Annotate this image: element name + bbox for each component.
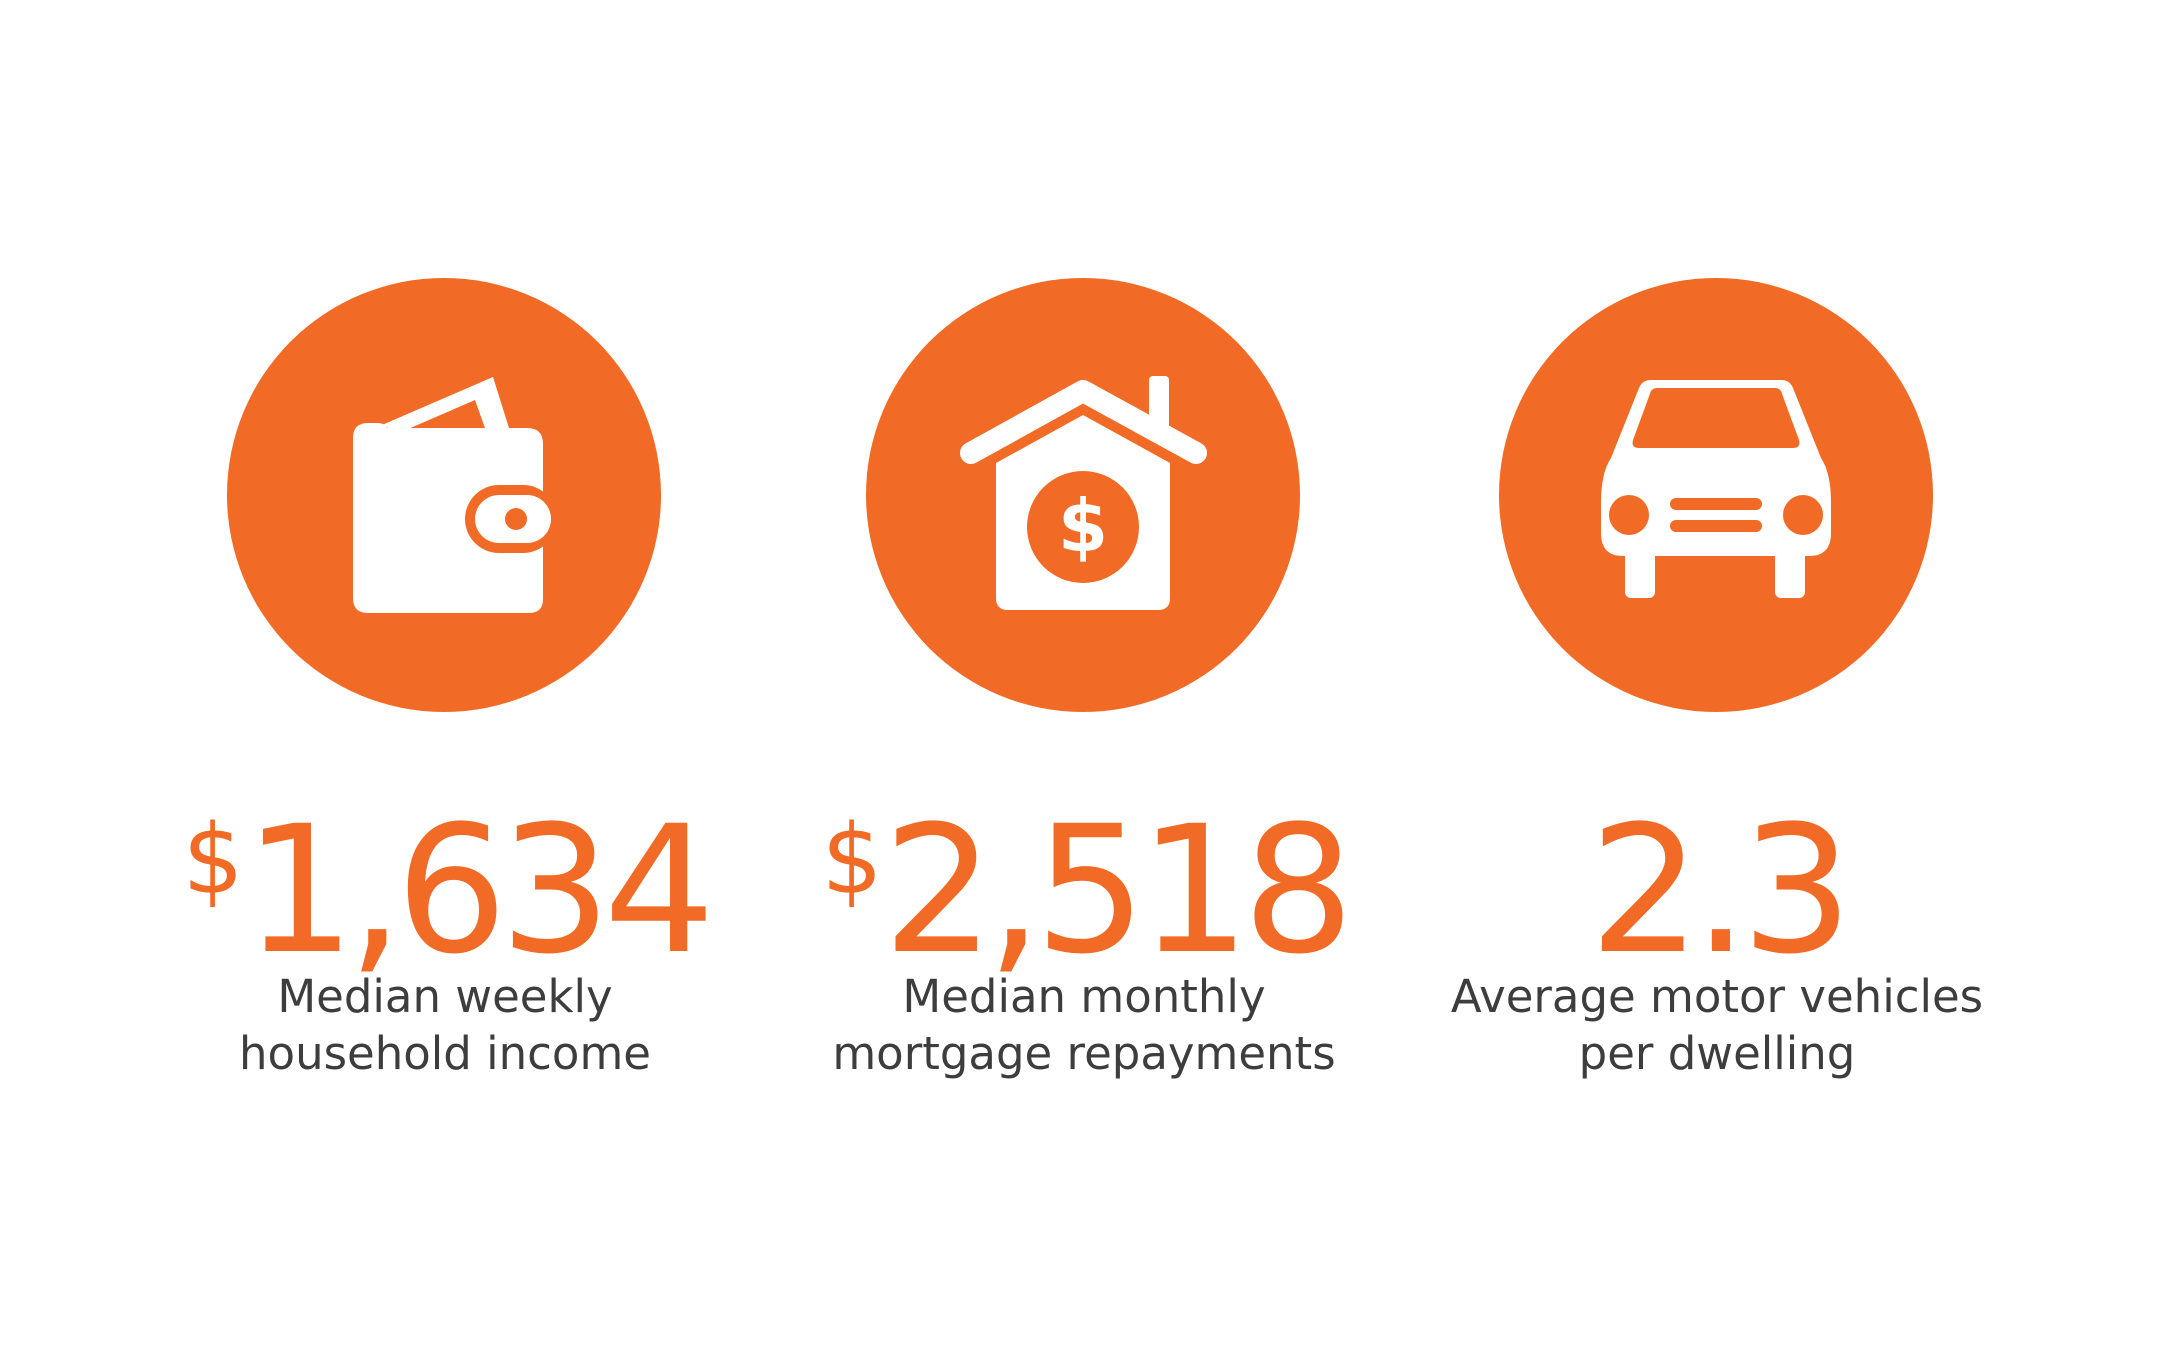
car-icon: [1601, 380, 1831, 598]
stat-label: Median weekly household income: [85, 968, 805, 1082]
stat-label-line2: household income: [239, 1027, 651, 1080]
stat-label-line1: Average motor vehicles: [1450, 970, 1984, 1023]
stat-value: 2.3: [1357, 770, 2077, 981]
house-dollar-icon-circle: $: [866, 278, 1300, 712]
stat-monthly-mortgage: $ $2,518 Median monthly mortgage repayme…: [724, 0, 1444, 1355]
currency-symbol: $: [821, 804, 883, 916]
svg-text:$: $: [1058, 484, 1108, 568]
wallet-icon-circle: [227, 278, 661, 712]
stat-label-line2: per dwelling: [1578, 1027, 1856, 1080]
stat-weekly-income: $1,634 Median weekly household income: [85, 0, 805, 1355]
stat-value: $2,518: [724, 770, 1444, 981]
stat-label: Average motor vehicles per dwelling: [1357, 968, 2077, 1082]
house-dollar-icon: $: [960, 376, 1207, 610]
stat-label-line1: Median weekly: [277, 970, 613, 1023]
car-icon-circle: [1499, 278, 1933, 712]
stat-label-line2: mortgage repayments: [832, 1027, 1336, 1080]
stat-value: $1,634: [85, 770, 805, 981]
currency-symbol: $: [182, 804, 244, 916]
wallet-icon: [353, 377, 557, 613]
stat-number: 2.3: [1589, 788, 1853, 993]
stat-motor-vehicles: 2.3 Average motor vehicles per dwelling: [1357, 0, 2077, 1355]
stat-number: 2,518: [882, 788, 1355, 993]
stat-number: 1,634: [243, 788, 716, 993]
stat-label-line1: Median monthly: [902, 970, 1266, 1023]
stat-label: Median monthly mortgage repayments: [724, 968, 1444, 1082]
